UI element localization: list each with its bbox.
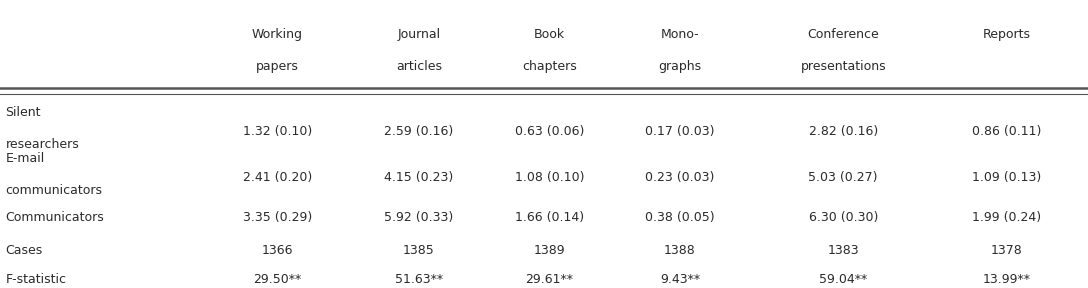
Text: Conference: Conference <box>807 28 879 41</box>
Text: 2.82 (0.16): 2.82 (0.16) <box>808 124 878 138</box>
Text: communicators: communicators <box>5 183 102 197</box>
Text: articles: articles <box>396 60 442 73</box>
Text: 29.50**: 29.50** <box>254 273 301 286</box>
Text: presentations: presentations <box>801 60 886 73</box>
Text: 5.92 (0.33): 5.92 (0.33) <box>384 211 454 224</box>
Text: 6.30 (0.30): 6.30 (0.30) <box>808 211 878 224</box>
Text: Cases: Cases <box>5 244 42 257</box>
Text: 0.38 (0.05): 0.38 (0.05) <box>645 211 715 224</box>
Text: Working: Working <box>252 28 302 41</box>
Text: 4.15 (0.23): 4.15 (0.23) <box>384 170 454 184</box>
Text: 13.99**: 13.99** <box>982 273 1030 286</box>
Text: graphs: graphs <box>658 60 702 73</box>
Text: 0.63 (0.06): 0.63 (0.06) <box>515 124 584 138</box>
Text: 1.99 (0.24): 1.99 (0.24) <box>972 211 1041 224</box>
Text: Silent: Silent <box>5 106 41 119</box>
Text: 0.86 (0.11): 0.86 (0.11) <box>972 124 1041 138</box>
Text: F-statistic: F-statistic <box>5 273 66 286</box>
Text: Journal: Journal <box>397 28 441 41</box>
Text: 1.32 (0.10): 1.32 (0.10) <box>243 124 312 138</box>
Text: researchers: researchers <box>5 137 79 151</box>
Text: 2.59 (0.16): 2.59 (0.16) <box>384 124 454 138</box>
Text: 59.04**: 59.04** <box>819 273 867 286</box>
Text: 1378: 1378 <box>990 244 1023 257</box>
Text: 1.09 (0.13): 1.09 (0.13) <box>972 170 1041 184</box>
Text: 1383: 1383 <box>827 244 860 257</box>
Text: 1389: 1389 <box>533 244 566 257</box>
Text: 51.63**: 51.63** <box>395 273 443 286</box>
Text: 0.17 (0.03): 0.17 (0.03) <box>645 124 715 138</box>
Text: 0.23 (0.03): 0.23 (0.03) <box>645 170 715 184</box>
Text: 1.66 (0.14): 1.66 (0.14) <box>515 211 584 224</box>
Text: 2.41 (0.20): 2.41 (0.20) <box>243 170 312 184</box>
Text: 1385: 1385 <box>403 244 435 257</box>
Text: E-mail: E-mail <box>5 152 45 165</box>
Text: chapters: chapters <box>522 60 577 73</box>
Text: 1366: 1366 <box>262 244 293 257</box>
Text: Communicators: Communicators <box>5 211 104 224</box>
Text: 3.35 (0.29): 3.35 (0.29) <box>243 211 312 224</box>
Text: 1388: 1388 <box>664 244 696 257</box>
Text: 1.08 (0.10): 1.08 (0.10) <box>515 170 584 184</box>
Text: Reports: Reports <box>982 28 1030 41</box>
Text: Mono-: Mono- <box>660 28 700 41</box>
Text: 9.43**: 9.43** <box>660 273 700 286</box>
Text: 29.61**: 29.61** <box>526 273 573 286</box>
Text: Book: Book <box>534 28 565 41</box>
Text: papers: papers <box>256 60 299 73</box>
Text: 5.03 (0.27): 5.03 (0.27) <box>808 170 878 184</box>
